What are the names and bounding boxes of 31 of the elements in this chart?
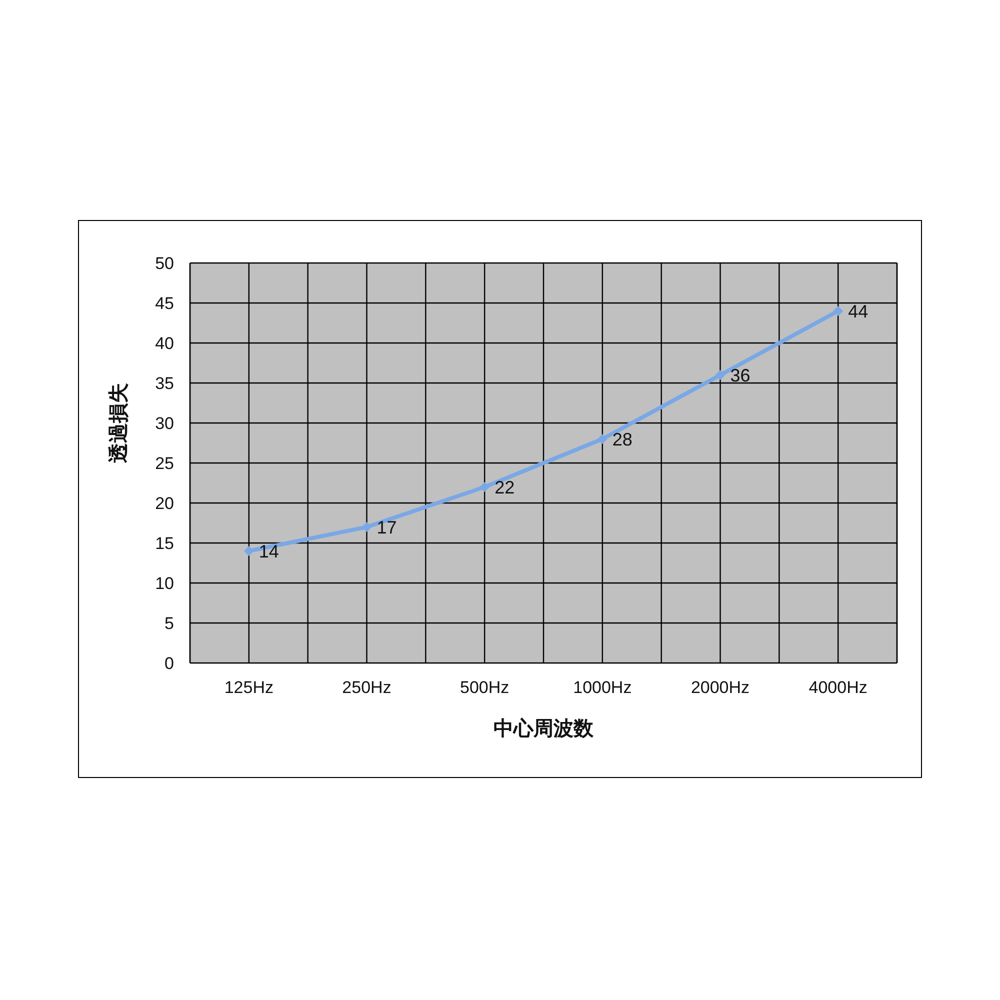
x-tick-label: 250Hz [342,678,392,698]
x-tick-label: 500Hz [460,678,510,698]
point [480,482,490,492]
x-tick-label: 4000Hz [808,678,868,698]
data-label: 14 [258,541,279,562]
y-tick-label: 40 [155,334,174,354]
point [833,306,844,316]
data-label: 17 [376,517,397,538]
y-tick-label: 35 [155,374,174,394]
y-tick-label: 45 [155,294,174,314]
data-label: 36 [730,365,750,386]
y-tick-label: 20 [155,494,174,514]
data-label: 22 [494,477,515,498]
data-label: 28 [612,429,632,450]
y-tick-label: 25 [155,454,174,474]
y-tick-label: 10 [155,574,174,594]
x-tick-label: 2000Hz [690,678,750,698]
y-tick-label: 0 [164,654,174,674]
x-tick-label: 1000Hz [573,678,632,698]
data-label: 44 [848,301,868,322]
point [362,522,372,532]
point [244,546,254,556]
y-axis-title: 透過損失 [107,383,130,464]
y-tick-label: 15 [155,534,174,554]
y-tick-label: 50 [155,254,174,274]
x-tick-label: 125Hz [224,678,274,698]
point [597,434,608,444]
y-tick-label: 5 [164,614,174,634]
y-tick-label: 30 [155,414,174,434]
point [715,370,726,380]
x-axis-title: 中心周波数 [494,717,594,740]
